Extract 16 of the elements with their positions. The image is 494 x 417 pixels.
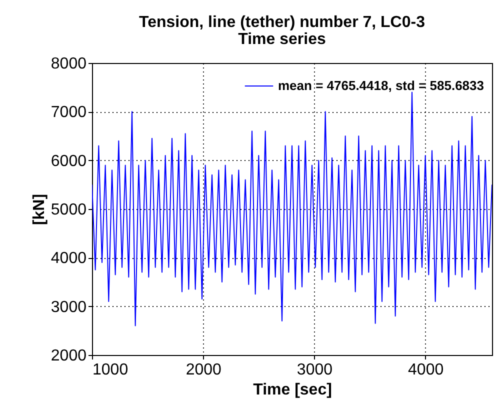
- y-tick-label: 4000: [50, 250, 87, 268]
- x-axis-title: Time [sec]: [253, 382, 332, 398]
- y-tick-label: 5000: [50, 202, 87, 218]
- x-tick-label: 3000: [296, 362, 333, 378]
- y-tick-label: 8000: [50, 56, 87, 72]
- x-tick-label: 2000: [186, 362, 222, 378]
- y-tick-label: 6000: [50, 152, 87, 170]
- x-tick-label: 1000: [92, 362, 128, 378]
- chart-title: Tension, line (tether) number 7, LC0-3: [139, 14, 426, 31]
- y-tick-label: 7000: [50, 104, 87, 122]
- y-axis-title: [kN]: [30, 194, 48, 226]
- chart-subtitle: Time series: [238, 31, 326, 48]
- line-series: [92, 92, 492, 326]
- y-tick-label: 3000: [50, 298, 87, 316]
- x-tick-label: 4000: [408, 362, 444, 378]
- y-tick-label: 2000: [50, 348, 87, 364]
